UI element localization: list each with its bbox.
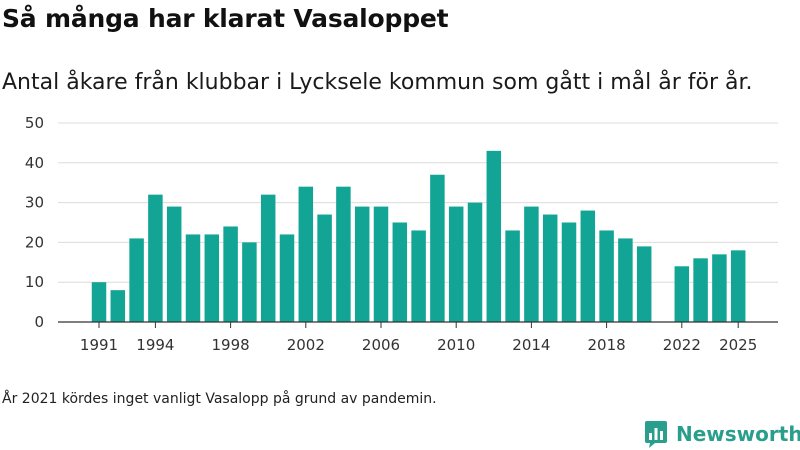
- bar-2025: [730, 250, 746, 322]
- bar-1991: [91, 282, 107, 322]
- y-tick-label-30: 30: [25, 194, 44, 212]
- y-tick-label-20: 20: [25, 233, 44, 251]
- x-tick-label-2025: 2025: [719, 336, 757, 354]
- y-tick-label-50: 50: [25, 114, 44, 132]
- y-tick-label-0: 0: [34, 313, 44, 331]
- bar-2006: [373, 206, 389, 322]
- x-tick-label-2002: 2002: [287, 336, 325, 354]
- x-tick-label-2014: 2014: [512, 336, 550, 354]
- bar-2023: [693, 258, 708, 322]
- y-axis-tick-labels: 0 10 20 30 40 50: [25, 114, 44, 331]
- bar-2007: [392, 222, 408, 322]
- bar-2005: [354, 206, 370, 322]
- bar-2018: [599, 230, 614, 322]
- bar-2009: [430, 174, 445, 322]
- bar-2016: [561, 222, 577, 322]
- x-tick-label-2010: 2010: [437, 336, 475, 354]
- bar-2002: [298, 186, 314, 322]
- bar-2014: [524, 206, 539, 322]
- bar-2000: [260, 194, 276, 322]
- y-tick-label-40: 40: [25, 154, 44, 172]
- bar-2012: [486, 150, 502, 322]
- bar-1998: [223, 226, 238, 322]
- brand-logo[interactable]: Newsworthy: [644, 419, 800, 449]
- bar-1992: [110, 290, 126, 322]
- brand-name: Newsworthy: [676, 422, 800, 446]
- bar-2008: [411, 230, 426, 322]
- bar-2004: [336, 186, 351, 322]
- bar-2015: [542, 214, 558, 322]
- chart-title: Så många har klarat Vasaloppet: [2, 4, 449, 33]
- bar-2022: [674, 266, 690, 322]
- x-tick-label-1991: 1991: [80, 336, 118, 354]
- bar-2010: [448, 206, 464, 322]
- bar-2013: [505, 230, 520, 322]
- bar-1993: [129, 238, 144, 322]
- bar-2017: [580, 210, 596, 322]
- bar-2020: [636, 246, 652, 322]
- bar-2001: [279, 234, 295, 322]
- x-tick-label-2018: 2018: [588, 336, 626, 354]
- bars: [91, 150, 746, 322]
- bar-2011: [467, 202, 483, 322]
- bar-chart-logo-icon: [645, 421, 667, 448]
- bar-1996: [185, 234, 201, 322]
- x-axis-ticks: 1991 1994 1998 2002 2006 2010 2014 2018 2022 2025: [58, 321, 778, 354]
- x-tick-label-1998: 1998: [212, 336, 250, 354]
- chart-subtitle: Antal åkare från klubbar i Lycksele komm…: [2, 70, 753, 95]
- y-tick-label-10: 10: [25, 273, 44, 291]
- bar-1995: [166, 206, 182, 322]
- bar-2019: [618, 238, 633, 322]
- x-tick-label-2006: 2006: [362, 336, 400, 354]
- bar-chart: 0 10 20 30 40 50 1991 1994 1998 2002 2006 2010 2014…: [25, 114, 778, 354]
- x-tick-label-1994: 1994: [136, 336, 174, 354]
- bar-1999: [242, 242, 257, 322]
- x-tick-label-2022: 2022: [663, 336, 701, 354]
- bar-1994: [148, 194, 163, 322]
- footnote: År 2021 kördes inget vanligt Vasalopp på…: [2, 391, 437, 407]
- bar-2003: [317, 214, 332, 322]
- bar-2024: [712, 254, 727, 322]
- bar-1997: [204, 234, 220, 322]
